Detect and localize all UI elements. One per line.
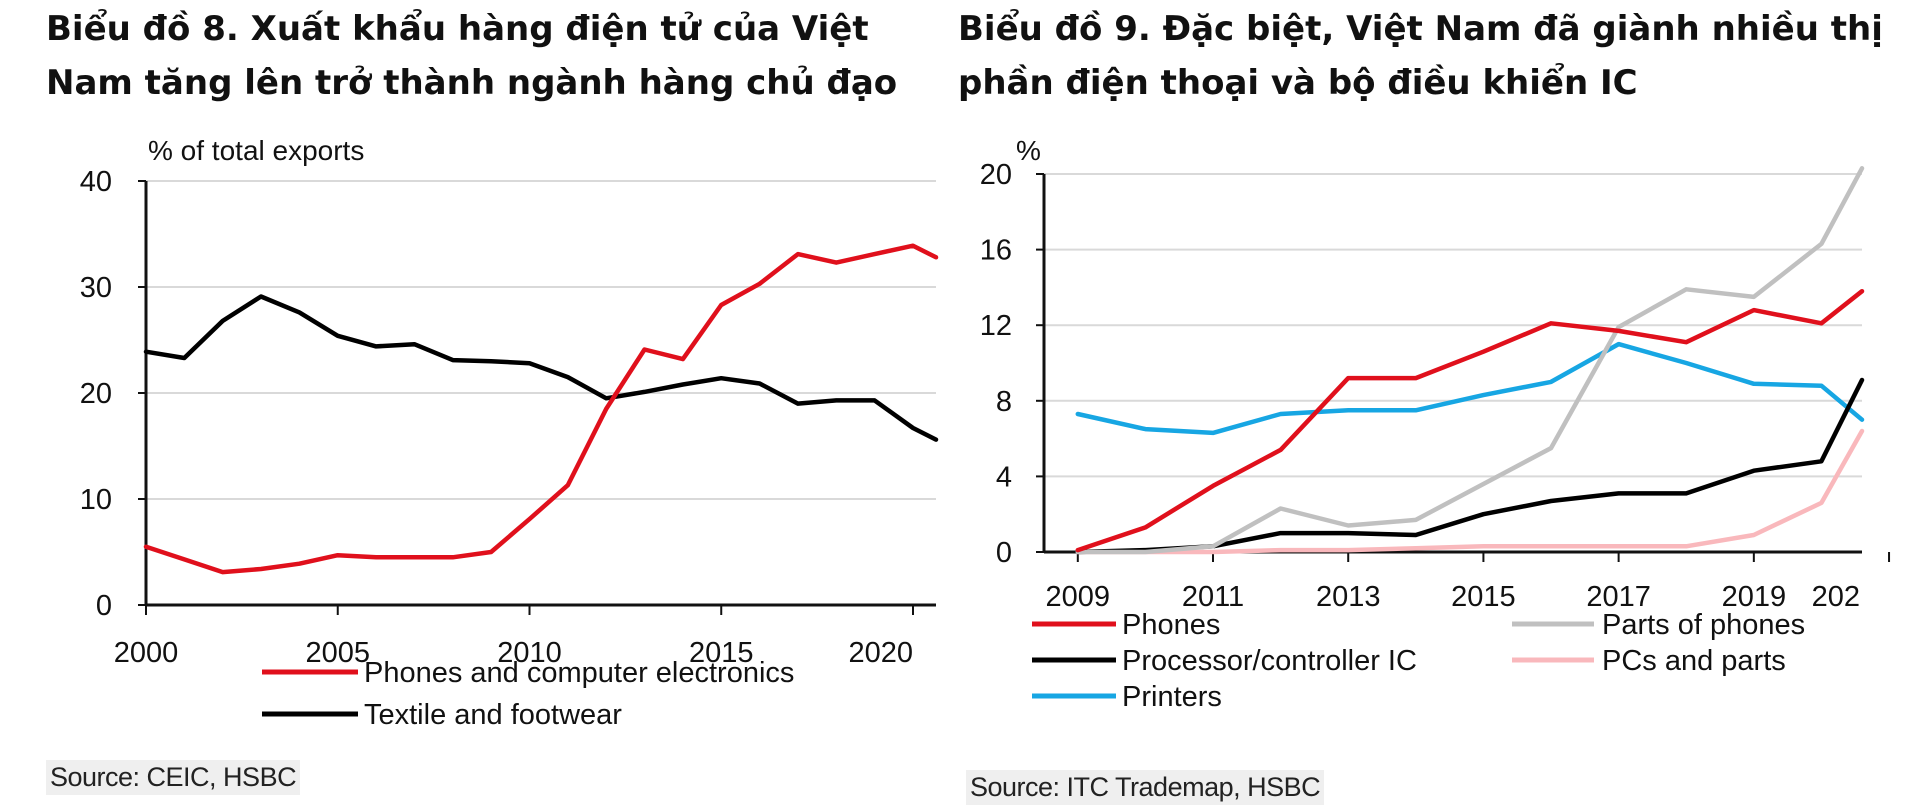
chart8-source: Source: CEIC, HSBC xyxy=(46,760,301,795)
chart9-xtick-label: 2019 xyxy=(1722,581,1787,613)
chart9-title: Biểu đồ 9. Đặc biệt, Việt Nam đã giành n… xyxy=(958,9,1883,103)
chart9-source: Source: ITC Trademap, HSBC xyxy=(966,770,1325,805)
chart8-ylabel: % of total exports xyxy=(148,135,364,166)
chart9-ytick-label: 4 xyxy=(996,461,1012,493)
chart8-legend-label: Phones and computer electronics xyxy=(364,657,794,689)
chart9-ytick-label: 8 xyxy=(996,386,1012,418)
chart8-xtick-label: 2010 xyxy=(497,637,562,669)
chart8-ytick-label: 20 xyxy=(80,378,112,410)
chart8-xtick-label: 2005 xyxy=(305,637,370,669)
chart9-ytick-label: 16 xyxy=(980,235,1012,267)
chart9-series-line-4 xyxy=(1075,341,1865,436)
chart9-series-line-3 xyxy=(1075,428,1865,555)
chart9-legend-label: PCs and parts xyxy=(1602,645,1786,677)
chart9-ylabel: % xyxy=(1016,135,1041,166)
chart9-ytick-label: 0 xyxy=(996,537,1012,569)
chart8-xtick-label: 2015 xyxy=(689,637,754,669)
chart9-xtick-label: 2013 xyxy=(1316,581,1381,613)
chart9-series-line-1 xyxy=(1075,166,1865,555)
chart8-series-line-0 xyxy=(143,243,939,575)
chart8-legend-label: Textile and footwear xyxy=(364,699,622,731)
chart8-series-line-1 xyxy=(143,294,939,442)
chart9-xtick-label: 2009 xyxy=(1046,581,1111,613)
chart8-ytick-label: 0 xyxy=(96,590,112,622)
chart8-xtick-label: 2020 xyxy=(848,637,913,669)
chart9-legend-label: Phones xyxy=(1122,609,1220,641)
chart9-xtick-label: 2015 xyxy=(1451,581,1516,613)
chart8-ytick-label: 10 xyxy=(80,484,112,516)
chart8: % of total exports 0 10 20 30 40 2000 2005 201… xyxy=(80,135,939,731)
chart9-legend-label: Parts of phones xyxy=(1602,609,1805,641)
chart9-xtick-label: 202 xyxy=(1812,581,1860,613)
chart9-series-line-0 xyxy=(1075,288,1865,553)
chart9-xtick-label: 2011 xyxy=(1182,581,1244,613)
chart9-xtick-label: 2017 xyxy=(1586,581,1651,613)
chart8-title: Biểu đồ 8. Xuất khẩu hàng điện tử của Vi… xyxy=(46,9,898,103)
chart8-ytick-label: 40 xyxy=(80,166,112,198)
chart9-ytick-label: 12 xyxy=(980,310,1012,342)
chart9-ytick-label: 20 xyxy=(980,159,1012,191)
chart9-legend-label: Processor/controller IC xyxy=(1122,645,1417,677)
chart8-ytick-label: 30 xyxy=(80,272,112,304)
chart9-legend-label: Printers xyxy=(1122,681,1222,713)
chart8-xtick-label: 2000 xyxy=(114,637,179,669)
chart9-series-line-2 xyxy=(1075,377,1865,555)
